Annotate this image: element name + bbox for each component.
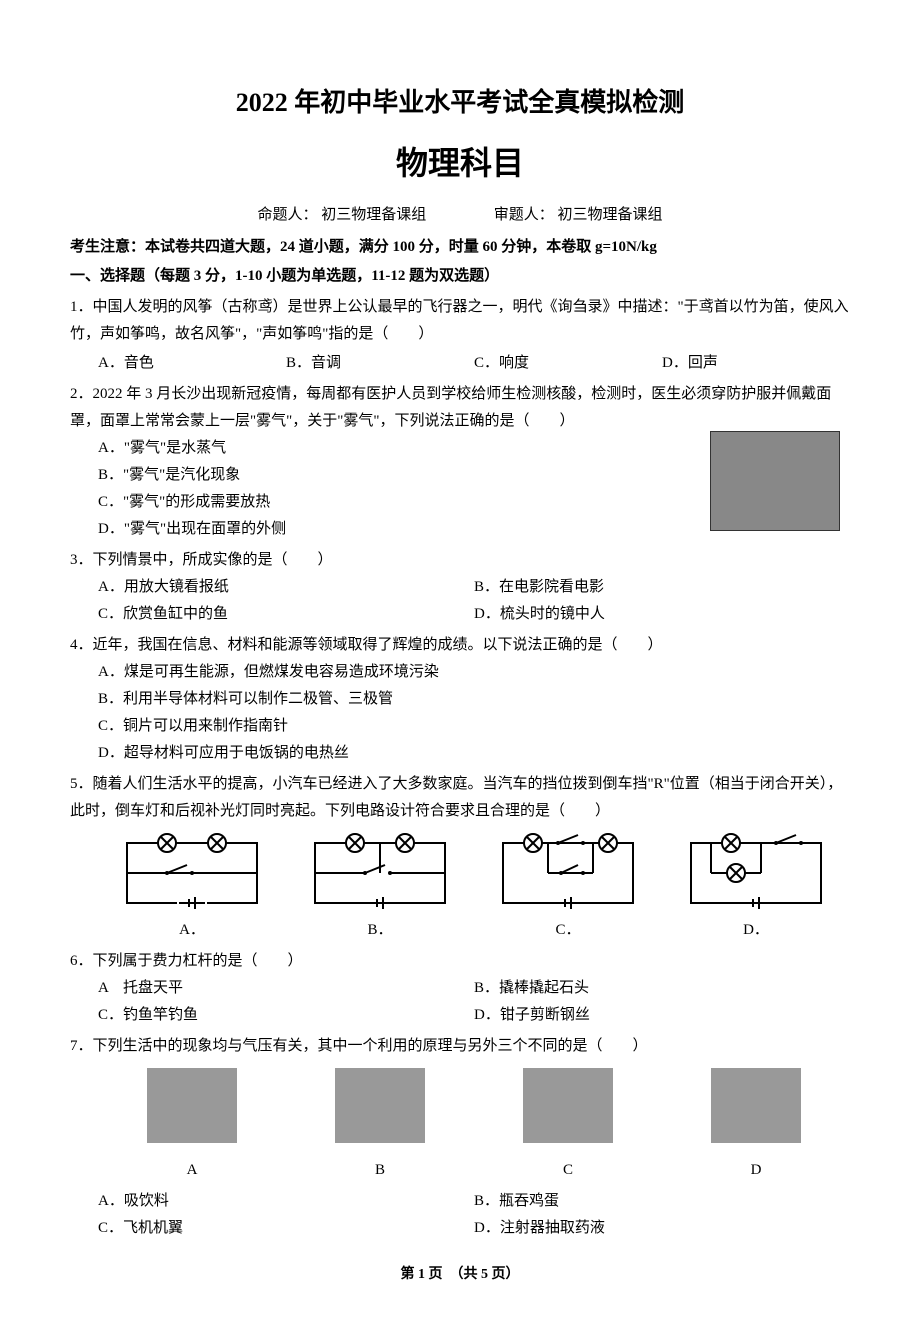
- q7-text: 7．下列生活中的现象均与气压有关，其中一个利用的原理与另外三个不同的是（ ）: [70, 1033, 850, 1060]
- page-footer: 第 1 页 （共 5 页）: [70, 1262, 850, 1287]
- q2-text: 2．2022 年 3 月长沙出现新冠疫情，每周都有医护人员到学校给师生检测核酸，…: [70, 381, 850, 435]
- q7-opt-a: A．吸饮料: [98, 1188, 474, 1215]
- q5-circuit-b: B．: [305, 833, 455, 944]
- q7-opt-b: B．瓶吞鸡蛋: [474, 1188, 850, 1215]
- q6-text: 6．下列属于费力杠杆的是（ ）: [70, 948, 850, 975]
- q1-options: A．音色 B．音调 C．响度 D．回声: [70, 350, 850, 377]
- question-2: 2．2022 年 3 月长沙出现新冠疫情，每周都有医护人员到学校给师生检测核酸，…: [70, 381, 850, 543]
- q5-label-b: B．: [367, 922, 392, 938]
- q3-opt-b: B．在电影院看电影: [474, 574, 850, 601]
- circuit-b-svg: [305, 833, 455, 913]
- author-value: 初三物理备课组: [321, 207, 426, 223]
- q3-options: A．用放大镜看报纸 B．在电影院看电影 C．欣赏鱼缸中的鱼 D．梳头时的镜中人: [70, 574, 850, 628]
- q6-opt-c: C．钓鱼竿钓鱼: [98, 1002, 474, 1029]
- q6-opt-a: A 托盘天平: [98, 975, 474, 1002]
- q7-placeholder-d: [711, 1068, 801, 1143]
- q7-img-b: B: [335, 1068, 425, 1184]
- q4-options: A．煤是可再生能源，但燃煤发电容易造成环境污染 B．利用半导体材料可以制作二极管…: [70, 659, 850, 767]
- q7-opt-c: C．飞机机翼: [98, 1215, 474, 1242]
- q7-imglabel-b: B: [335, 1157, 425, 1184]
- q5-label-d: D．: [743, 922, 769, 938]
- question-7: 7．下列生活中的现象均与气压有关，其中一个利用的原理与另外三个不同的是（ ） A…: [70, 1033, 850, 1242]
- q7-imglabel-d: D: [711, 1157, 801, 1184]
- circuit-a-svg: [117, 833, 267, 913]
- q3-opt-c: C．欣赏鱼缸中的鱼: [98, 601, 474, 628]
- q7-placeholder-a: [147, 1068, 237, 1143]
- q7-imglabel-a: A: [147, 1157, 237, 1184]
- q5-circuit-row: A． B．: [70, 833, 850, 944]
- author-label: 命题人：: [257, 207, 317, 223]
- page-title-main: 2022 年初中毕业水平考试全真模拟检测: [70, 80, 850, 127]
- q7-placeholder-b: [335, 1068, 425, 1143]
- author-line: 命题人： 初三物理备课组 审题人： 初三物理备课组: [70, 202, 850, 229]
- q6-opt-b: B．撬棒撬起石头: [474, 975, 850, 1002]
- q3-opt-a: A．用放大镜看报纸: [98, 574, 474, 601]
- q4-opt-c: C．铜片可以用来制作指南针: [98, 713, 850, 740]
- question-1: 1．中国人发明的风筝（古称鸢）是世界上公认最早的飞行器之一，明代《询刍录》中描述…: [70, 294, 850, 377]
- q5-circuit-c: C．: [493, 833, 643, 944]
- question-6: 6．下列属于费力杠杆的是（ ） A 托盘天平 B．撬棒撬起石头 C．钓鱼竿钓鱼 …: [70, 948, 850, 1029]
- question-5: 5．随着人们生活水平的提高，小汽车已经进入了大多数家庭。当汽车的挡位拨到倒车挡"…: [70, 771, 850, 944]
- circuit-d-svg: [681, 833, 831, 913]
- question-3: 3．下列情景中，所成实像的是（ ） A．用放大镜看报纸 B．在电影院看电影 C．…: [70, 547, 850, 628]
- section-1-title: 一、选择题（每题 3 分，1-10 小题为单选题，11-12 题为双选题）: [70, 263, 850, 290]
- q1-opt-a: A．音色: [98, 350, 286, 377]
- q7-imglabel-c: C: [523, 1157, 613, 1184]
- q5-circuit-a: A．: [117, 833, 267, 944]
- q1-opt-c: C．响度: [474, 350, 662, 377]
- q1-opt-b: B．音调: [286, 350, 474, 377]
- q6-opt-d: D．钳子剪断钢丝: [474, 1002, 850, 1029]
- q4-opt-a: A．煤是可再生能源，但燃煤发电容易造成环境污染: [98, 659, 850, 686]
- page-title-subject: 物理科目: [70, 135, 850, 193]
- q1-text: 1．中国人发明的风筝（古称鸢）是世界上公认最早的飞行器之一，明代《询刍录》中描述…: [70, 294, 850, 348]
- q2-image-placeholder: [710, 431, 840, 531]
- q5-circuit-d: D．: [681, 833, 831, 944]
- q5-label-a: A．: [179, 922, 205, 938]
- q7-opt-d: D．注射器抽取药液: [474, 1215, 850, 1242]
- q5-label-c: C．: [555, 922, 580, 938]
- q7-images-row: A B C D: [70, 1068, 850, 1184]
- q3-opt-d: D．梳头时的镜中人: [474, 601, 850, 628]
- q7-img-c: C: [523, 1068, 613, 1184]
- q3-text: 3．下列情景中，所成实像的是（ ）: [70, 547, 850, 574]
- reviewer-label: 审题人：: [494, 207, 554, 223]
- q6-options: A 托盘天平 B．撬棒撬起石头 C．钓鱼竿钓鱼 D．钳子剪断钢丝: [70, 975, 850, 1029]
- q4-opt-b: B．利用半导体材料可以制作二极管、三极管: [98, 686, 850, 713]
- q7-img-a: A: [147, 1068, 237, 1184]
- q4-text: 4．近年，我国在信息、材料和能源等领域取得了辉煌的成绩。以下说法正确的是（ ）: [70, 632, 850, 659]
- q5-text: 5．随着人们生活水平的提高，小汽车已经进入了大多数家庭。当汽车的挡位拨到倒车挡"…: [70, 771, 850, 825]
- q7-options: A．吸饮料 B．瓶吞鸡蛋 C．飞机机翼 D．注射器抽取药液: [70, 1188, 850, 1242]
- q1-opt-d: D．回声: [662, 350, 850, 377]
- q7-img-d: D: [711, 1068, 801, 1184]
- exam-notice: 考生注意：本试卷共四道大题，24 道小题，满分 100 分，时量 60 分钟，本…: [70, 235, 850, 261]
- reviewer-value: 初三物理备课组: [558, 207, 663, 223]
- question-4: 4．近年，我国在信息、材料和能源等领域取得了辉煌的成绩。以下说法正确的是（ ） …: [70, 632, 850, 767]
- circuit-c-svg: [493, 833, 643, 913]
- q7-placeholder-c: [523, 1068, 613, 1143]
- q4-opt-d: D．超导材料可应用于电饭锅的电热丝: [98, 740, 850, 767]
